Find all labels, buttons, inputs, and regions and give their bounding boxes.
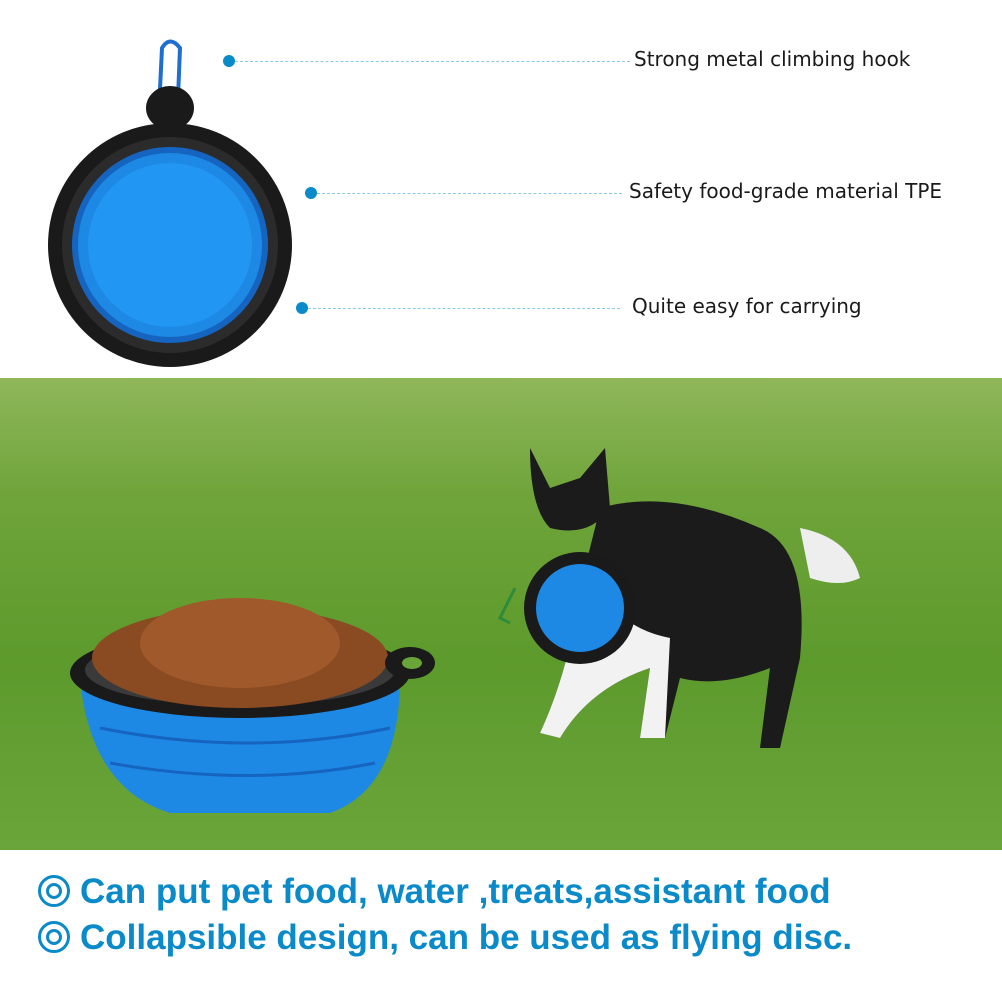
- feature-text: Can put pet food, water ,treats,assistan…: [80, 872, 831, 911]
- callout-dot: [296, 302, 308, 314]
- callout-label: Quite easy for carrying: [632, 294, 862, 318]
- callout-dot: [223, 55, 235, 67]
- product-diagram-section: Strong metal climbing hook Safety food-g…: [0, 0, 1002, 378]
- bowl-with-food-image: [70, 598, 435, 813]
- callout-line: [235, 61, 630, 62]
- dog-photo: [0, 378, 1002, 850]
- bullseye-bullet-icon: [38, 875, 70, 907]
- feature-item: Can put pet food, water ,treats,assistan…: [38, 872, 831, 912]
- dog-image: [497, 448, 860, 748]
- collapsible-bowl-top-view: [48, 39, 292, 367]
- callout-label: Safety food-grade material TPE: [629, 179, 943, 203]
- callout-line: [317, 193, 622, 194]
- feature-text: Collapsible design, can be used as flyin…: [80, 918, 853, 957]
- callout-line: [308, 308, 620, 309]
- callout-dot: [305, 187, 317, 199]
- feature-item: Collapsible design, can be used as flyin…: [38, 918, 852, 958]
- bullseye-bullet-icon: [38, 921, 70, 953]
- callout-label: Strong metal climbing hook: [634, 47, 911, 71]
- carabiner-hook-icon: [156, 39, 183, 131]
- features-section: Can put pet food, water ,treats,assistan…: [0, 850, 1002, 1002]
